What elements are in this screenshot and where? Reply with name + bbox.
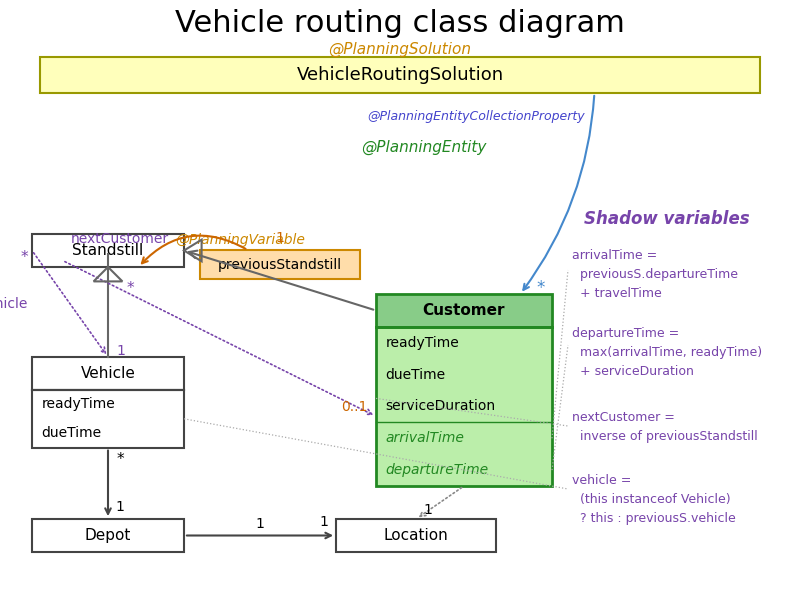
Text: 1: 1 xyxy=(116,344,125,358)
Text: Vehicle routing class diagram: Vehicle routing class diagram xyxy=(175,10,625,38)
FancyBboxPatch shape xyxy=(32,390,184,448)
Text: *: * xyxy=(20,250,28,265)
Text: vehicle =
  (this instanceof Vehicle)
  ? this : previousS.vehicle: vehicle = (this instanceof Vehicle) ? th… xyxy=(572,474,736,525)
Text: dueTime: dueTime xyxy=(386,368,446,382)
Text: departureTime: departureTime xyxy=(386,463,489,477)
FancyBboxPatch shape xyxy=(336,519,496,552)
Text: *: * xyxy=(127,280,134,295)
Text: dueTime: dueTime xyxy=(42,426,102,440)
Text: serviceDuration: serviceDuration xyxy=(386,400,496,413)
FancyBboxPatch shape xyxy=(32,357,184,390)
Text: 0..1: 0..1 xyxy=(342,400,368,415)
Text: 1: 1 xyxy=(423,503,433,517)
Text: 1: 1 xyxy=(115,500,125,514)
Text: @PlanningEntityCollectionProperty: @PlanningEntityCollectionProperty xyxy=(367,110,585,124)
Text: Customer: Customer xyxy=(422,303,506,318)
Text: nextCustomer: nextCustomer xyxy=(70,232,169,247)
Text: 1: 1 xyxy=(275,231,285,245)
Text: *: * xyxy=(116,452,124,467)
FancyBboxPatch shape xyxy=(376,294,552,327)
FancyBboxPatch shape xyxy=(376,327,552,486)
FancyBboxPatch shape xyxy=(40,57,760,93)
Text: readyTime: readyTime xyxy=(42,397,115,412)
FancyBboxPatch shape xyxy=(32,519,184,552)
Text: departureTime =
  max(arrivalTime, readyTime)
  + serviceDuration: departureTime = max(arrivalTime, readyTi… xyxy=(572,327,762,378)
Text: nextCustomer =
  inverse of previousStandstill: nextCustomer = inverse of previousStands… xyxy=(572,411,758,443)
Text: @PlanningEntity: @PlanningEntity xyxy=(362,139,486,155)
Text: 1: 1 xyxy=(255,517,265,530)
Text: VehicleRoutingSolution: VehicleRoutingSolution xyxy=(297,66,503,84)
Text: 1: 1 xyxy=(319,515,329,529)
Text: Location: Location xyxy=(384,528,448,543)
Text: arrivalTime =
  previousS.departureTime
  + travelTime: arrivalTime = previousS.departureTime + … xyxy=(572,249,738,300)
Text: previousStandstill: previousStandstill xyxy=(218,257,342,272)
Text: arrivalTime: arrivalTime xyxy=(386,431,465,445)
Text: Depot: Depot xyxy=(85,528,131,543)
Text: Standstill: Standstill xyxy=(72,243,144,258)
Text: Vehicle: Vehicle xyxy=(81,366,135,381)
FancyBboxPatch shape xyxy=(32,234,184,267)
Text: @PlanningVariable: @PlanningVariable xyxy=(175,233,305,247)
Text: Shadow variables: Shadow variables xyxy=(584,210,750,228)
FancyBboxPatch shape xyxy=(200,250,360,279)
Text: readyTime: readyTime xyxy=(386,336,459,350)
Text: vehicle: vehicle xyxy=(0,297,28,311)
Text: @PlanningSolution: @PlanningSolution xyxy=(329,41,471,57)
Text: *: * xyxy=(536,279,545,297)
